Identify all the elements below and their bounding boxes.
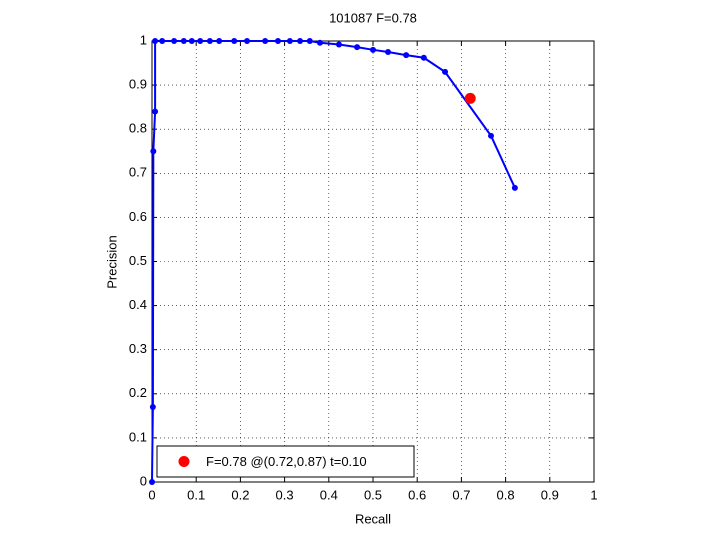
- legend-marker: [178, 456, 190, 467]
- curve-marker: [511, 184, 518, 191]
- curve-marker: [403, 52, 410, 59]
- curve-marker: [171, 38, 178, 44]
- legend-box: [156, 445, 415, 478]
- y-tick-label: 0.1: [129, 429, 147, 444]
- chart-title: 101087 F=0.78: [329, 10, 417, 25]
- x-tick-label: 0.8: [497, 487, 515, 502]
- x-axis-label: Recall: [355, 511, 391, 526]
- y-tick-label: 0.7: [129, 165, 147, 180]
- curve-marker: [385, 49, 392, 56]
- curve-marker: [286, 38, 293, 44]
- x-tick-label: 0: [148, 487, 155, 502]
- x-tick-label: 0.9: [541, 487, 559, 502]
- x-tick-label: 0.7: [452, 487, 470, 502]
- curve-marker: [306, 38, 313, 44]
- curve-marker: [149, 479, 155, 485]
- y-tick-label: 0.6: [129, 209, 147, 224]
- y-tick-label: 0.8: [129, 121, 147, 136]
- curve-marker: [244, 38, 251, 44]
- best-f-point: [464, 92, 476, 104]
- curve-marker: [274, 38, 281, 44]
- curve-marker: [442, 68, 449, 75]
- x-tick-label: 0.1: [187, 487, 205, 502]
- x-tick-label: 0.5: [364, 487, 382, 502]
- curve-marker: [150, 148, 157, 155]
- y-tick-label: 0.9: [129, 77, 147, 92]
- curve-marker: [159, 38, 166, 44]
- curve-marker: [488, 132, 495, 139]
- plot-frame: [151, 40, 595, 483]
- curve-marker: [297, 38, 304, 44]
- x-tick-label: 1: [590, 487, 597, 502]
- legend-label: F=0.78 @(0.72,0.87) t=0.10: [206, 454, 367, 469]
- curve-marker: [152, 108, 159, 115]
- x-tick-label: 0.2: [231, 487, 249, 502]
- y-tick-label: 0.3: [129, 341, 147, 356]
- curve-marker: [197, 38, 204, 44]
- curve-marker: [354, 44, 361, 51]
- curve-marker: [420, 54, 427, 61]
- x-tick-label: 0.4: [320, 487, 338, 502]
- curve-marker: [149, 404, 156, 411]
- curve-marker: [188, 38, 195, 44]
- curve-marker: [316, 39, 323, 46]
- y-tick-label: 0.2: [129, 385, 147, 400]
- y-tick-label: 0: [140, 473, 147, 488]
- curve-marker: [180, 38, 187, 44]
- y-tick-label: 0.5: [129, 253, 147, 268]
- y-tick-label: 0.4: [129, 297, 147, 312]
- curve-marker: [335, 41, 342, 48]
- curve-marker: [206, 38, 213, 44]
- curve-marker: [262, 38, 269, 44]
- curve-marker: [231, 38, 238, 44]
- y-tick-label: 1: [140, 32, 147, 47]
- x-tick-label: 0.6: [408, 487, 426, 502]
- curve-marker: [152, 38, 159, 44]
- y-axis-label: Precision: [104, 235, 119, 288]
- curve-marker: [216, 38, 223, 44]
- curve-marker: [370, 46, 376, 53]
- x-tick-label: 0.3: [276, 487, 294, 502]
